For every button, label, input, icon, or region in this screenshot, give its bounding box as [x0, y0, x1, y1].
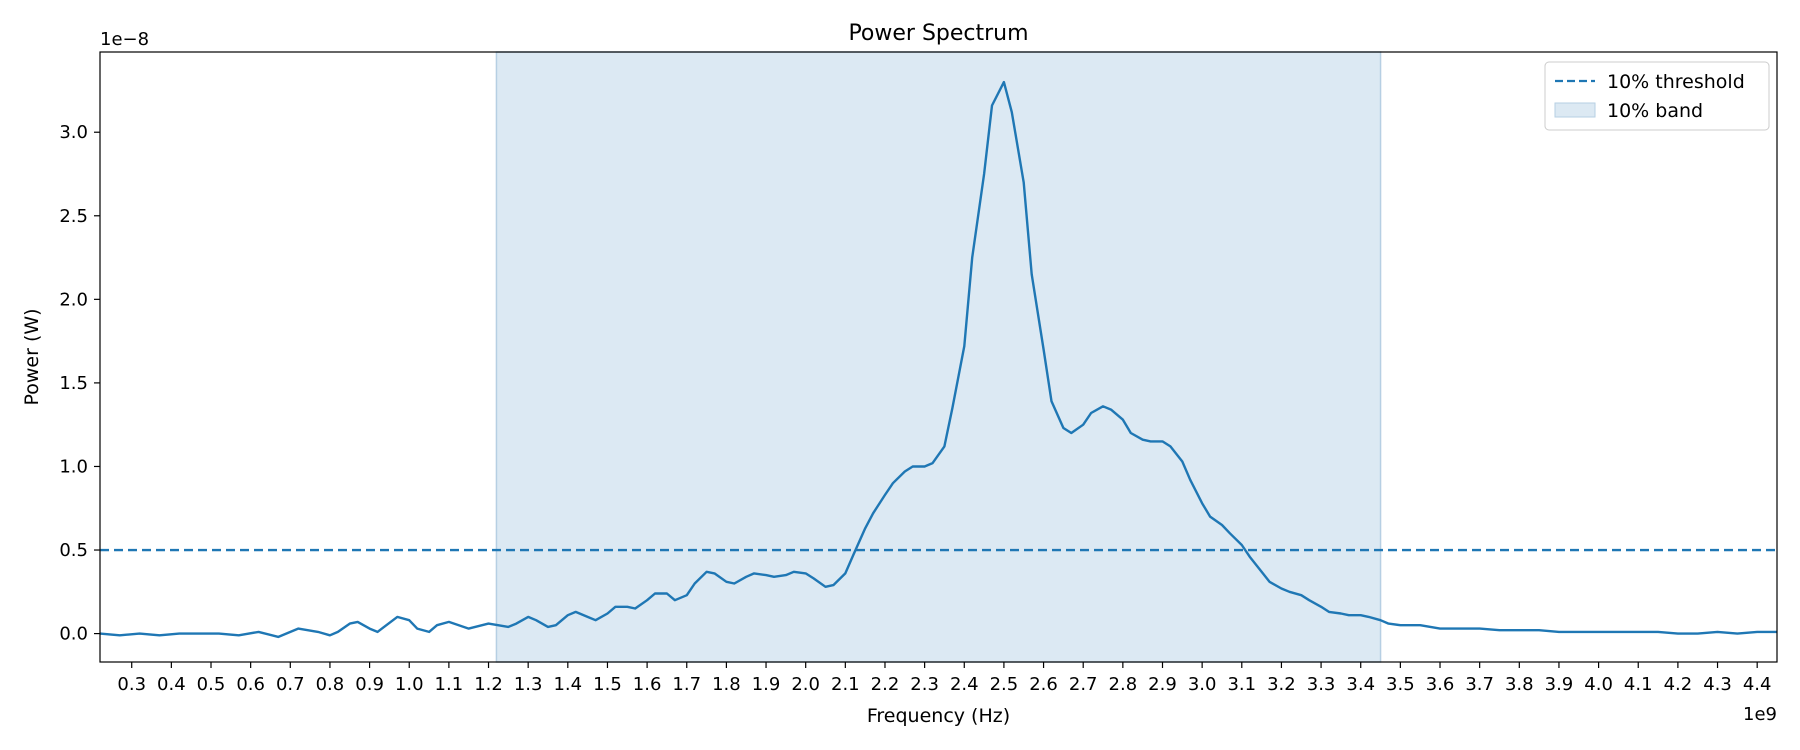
x-tick-label: 3.3 — [1307, 674, 1336, 695]
x-tick-label: 2.3 — [910, 674, 939, 695]
x-tick-label: 3.6 — [1426, 674, 1455, 695]
x-tick-label: 0.6 — [236, 674, 265, 695]
x-tick-label: 1.4 — [553, 674, 582, 695]
x-tick-label: 2.2 — [871, 674, 900, 695]
x-tick-label: 2.4 — [950, 674, 979, 695]
x-tick-label: 2.8 — [1109, 674, 1138, 695]
y-tick-label: 0.5 — [59, 540, 88, 561]
x-tick-label: 1.1 — [435, 674, 464, 695]
x-tick-label: 2.7 — [1069, 674, 1098, 695]
y-tick-label: 3.0 — [59, 122, 88, 143]
y-tick-label: 2.5 — [59, 206, 88, 227]
band-layer — [495, 51, 1382, 663]
x-tick-label: 1.9 — [752, 674, 781, 695]
x-tick-label: 1.2 — [474, 674, 503, 695]
x-tick-label: 1.6 — [633, 674, 662, 695]
x-tick-label: 1.3 — [514, 674, 543, 695]
x-tick-label: 2.6 — [1029, 674, 1058, 695]
x-tick-label: 1.0 — [395, 674, 424, 695]
x-tick-label: 3.0 — [1188, 674, 1217, 695]
x-tick-label: 0.8 — [316, 674, 345, 695]
legend-threshold-label: 10% threshold — [1607, 71, 1745, 93]
spectrum-line-layer — [99, 80, 1777, 639]
x-tick-label: 4.3 — [1703, 674, 1732, 695]
x-tick-label: 2.0 — [791, 674, 820, 695]
legend-band-label: 10% band — [1607, 100, 1703, 122]
x-tick-label: 0.9 — [355, 674, 384, 695]
y-tick-label: 1.5 — [59, 373, 88, 394]
y-axis-label: Power (W) — [21, 308, 43, 405]
x-tick-label: 2.5 — [990, 674, 1019, 695]
x-tick-label: 3.8 — [1505, 674, 1534, 695]
x-ticks: 0.3 0.4 0.5 0.6 0.7 0.8 0.9 1.0 1.1 1.2 1.3 1.4 1.5 1… — [117, 662, 1771, 695]
x-tick-label: 1.8 — [712, 674, 741, 695]
x-tick-label: 3.9 — [1545, 674, 1574, 695]
x-tick-label: 2.1 — [831, 674, 860, 695]
x-tick-label: 3.2 — [1267, 674, 1296, 695]
plot-frame — [99, 51, 1778, 663]
x-tick-label: 4.2 — [1664, 674, 1693, 695]
legend: 10% threshold 10% band — [1544, 61, 1770, 131]
y-tick-label: 2.0 — [59, 289, 88, 310]
x-tick-label: 0.3 — [117, 674, 146, 695]
x-tick-label: 0.4 — [157, 674, 186, 695]
frequency-band — [495, 51, 1382, 663]
x-tick-label: 0.5 — [197, 674, 226, 695]
x-tick-label: 3.4 — [1346, 674, 1375, 695]
x-tick-label: 3.7 — [1465, 674, 1494, 695]
x-tick-label: 3.5 — [1386, 674, 1415, 695]
x-tick-label: 3.1 — [1227, 674, 1256, 695]
legend-band-swatch — [1554, 102, 1596, 118]
x-tick-label: 0.7 — [276, 674, 305, 695]
x-tick-label: 1.7 — [672, 674, 701, 695]
y-tick-label: 1.0 — [59, 456, 88, 477]
x-tick-label: 4.1 — [1624, 674, 1653, 695]
x-tick-label: 2.9 — [1148, 674, 1177, 695]
x-tick-label: 1.5 — [593, 674, 622, 695]
x-tick-label: 4.4 — [1743, 674, 1772, 695]
y-axis-offset-label: 1e−8 — [100, 29, 149, 50]
legend-box — [1544, 61, 1770, 131]
x-axis-offset-label: 1e9 — [1743, 704, 1777, 725]
chart-title: Power Spectrum — [848, 21, 1028, 46]
x-axis-label: Frequency (Hz) — [867, 705, 1010, 727]
x-tick-label: 4.0 — [1584, 674, 1613, 695]
spectrum-line — [99, 80, 1777, 639]
y-tick-label: 0.0 — [59, 624, 88, 645]
y-ticks: 0.0 0.5 1.0 1.5 2.0 2.5 3.0 — [59, 122, 100, 645]
